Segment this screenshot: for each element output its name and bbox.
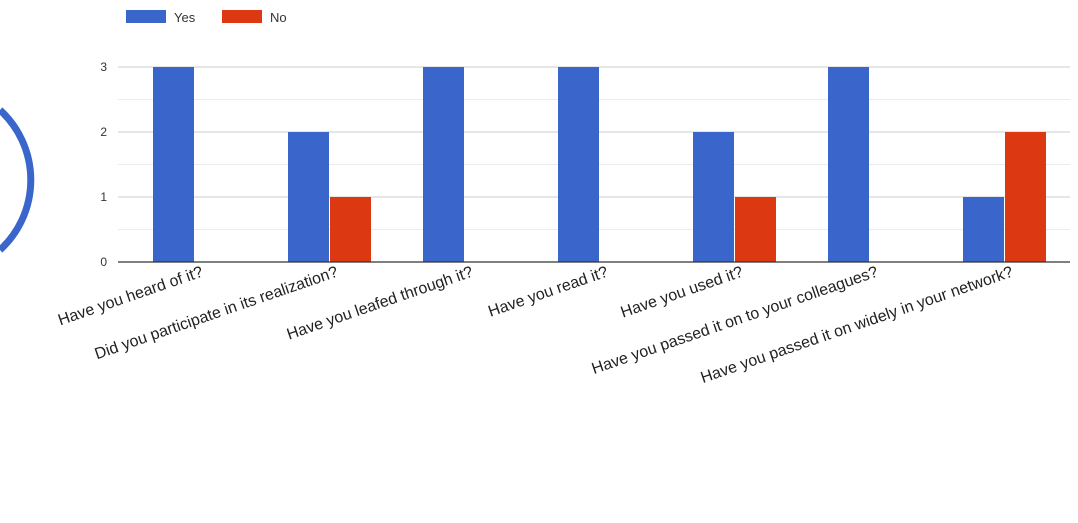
x-category-label: Have you read it? [486,264,610,321]
bar-yes [153,67,194,262]
x-axis-category-labels: Have you heard of it? Did you participat… [56,264,1015,387]
bar-yes [423,67,464,262]
legend: Yes No [126,10,287,25]
bar-yes [963,197,1004,262]
bar-yes [558,67,599,262]
y-tick-label: 2 [100,125,107,139]
decorative-circle-arc [0,107,35,253]
legend-label-no: No [270,10,287,25]
y-axis-ticks: 0 1 2 3 [100,60,107,269]
legend-label-yes: Yes [174,10,196,25]
x-category-label: Did you participate in its realization? [93,264,341,363]
y-tick-label: 0 [100,255,107,269]
bar-yes [288,132,329,262]
y-tick-label: 3 [100,60,107,74]
x-category-label: Have you used it? [619,264,746,322]
bar-no [1005,132,1046,262]
bar-yes [828,67,869,262]
legend-swatch-no [222,10,262,23]
bar-yes [693,132,734,262]
y-tick-label: 1 [100,190,107,204]
bar-no [330,197,371,262]
bars [153,67,1046,262]
legend-swatch-yes [126,10,166,23]
bar-no [735,197,776,262]
